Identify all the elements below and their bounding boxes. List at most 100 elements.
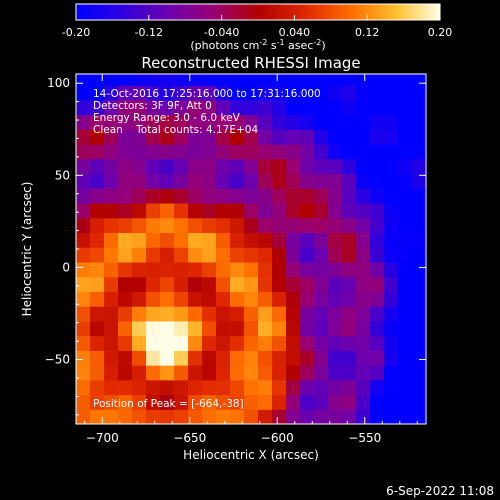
heatmap-cell (412, 144, 426, 160)
heatmap-cell (398, 74, 413, 86)
heatmap-cell (146, 261, 161, 278)
heatmap-cell (398, 350, 413, 366)
heatmap-cell (188, 74, 203, 86)
heatmap-cell (118, 291, 133, 307)
heatmap-cell (258, 350, 273, 366)
heatmap-cell (398, 99, 413, 116)
heatmap-cell (160, 232, 175, 248)
heatmap-cell (118, 247, 133, 263)
heatmap-cell (160, 85, 175, 101)
heatmap-cell (370, 306, 385, 322)
heatmap-cell (412, 99, 426, 116)
heatmap-cell (160, 173, 175, 189)
heatmap-cell (244, 306, 259, 322)
heatmap-cell (132, 114, 147, 130)
heatmap-cell (398, 409, 413, 424)
heatmap-cell (76, 114, 91, 130)
heatmap-cell (160, 74, 175, 86)
heatmap-cell (412, 261, 426, 278)
heatmap-cell (90, 379, 105, 396)
heatmap-cell (272, 114, 287, 130)
heatmap-cell (300, 261, 315, 278)
heatmap-cell (174, 409, 189, 424)
heatmap-cell (216, 158, 231, 175)
heatmap-cell (90, 173, 105, 189)
heatmap-cell (76, 379, 91, 396)
heatmap-cell (384, 379, 399, 396)
heatmap-cell (314, 188, 329, 204)
heatmap-cell (314, 365, 329, 381)
heatmap-cell (258, 232, 273, 248)
heatmap-cell (272, 379, 287, 396)
heatmap-cell (384, 365, 399, 381)
heatmap-cell (328, 114, 343, 130)
heatmap-cell (342, 365, 357, 381)
colorbar-tick-label: -0.040 (204, 26, 239, 39)
heatmap-cell (412, 217, 426, 234)
y-tick-label: 0 (62, 260, 70, 274)
heatmap-cell (342, 320, 357, 337)
heatmap-cell (356, 247, 371, 263)
heatmap-cell (286, 144, 301, 160)
heatmap-cell (272, 202, 287, 219)
heatmap-cell (146, 365, 161, 381)
heatmap-cell (174, 158, 189, 175)
heatmap-cell (314, 379, 329, 396)
heatmap-cell (398, 320, 413, 337)
heatmap-cell (90, 144, 105, 160)
heatmap-cell (118, 217, 133, 234)
heatmap-cell (356, 291, 371, 307)
heatmap-cell (258, 114, 273, 130)
heatmap-cell (356, 409, 371, 424)
heatmap-cell (104, 188, 119, 204)
heatmap-cell (160, 394, 175, 410)
heatmap-cell (412, 247, 426, 263)
heatmap-cell (230, 320, 245, 337)
footer-date: 6-Sep-2022 11:08 (386, 484, 494, 498)
heatmap-cell (286, 276, 301, 292)
heatmap-cell (342, 85, 357, 101)
heatmap-cell (132, 202, 147, 219)
heatmap-cell (328, 74, 343, 86)
heatmap-cell (272, 188, 287, 204)
heatmap-cell (258, 379, 273, 396)
heatmap-cell (104, 99, 119, 116)
heatmap-cell (160, 335, 175, 351)
heatmap-cell (258, 188, 273, 204)
heatmap-cell (230, 173, 245, 189)
heatmap-cell (258, 173, 273, 189)
heatmap-cell (202, 409, 217, 424)
heatmap-cell (90, 114, 105, 130)
heatmap-cell (314, 202, 329, 219)
heatmap-cell (146, 114, 161, 130)
heatmap-cell (230, 261, 245, 278)
heatmap-cell (412, 350, 426, 366)
heatmap-cell (384, 335, 399, 351)
heatmap-cell (286, 291, 301, 307)
heatmap-cell (90, 247, 105, 263)
heatmap-cell (300, 173, 315, 189)
heatmap-cell (146, 335, 161, 351)
heatmap-cell (244, 217, 259, 234)
heatmap-cell (244, 158, 259, 175)
heatmap-cell (412, 232, 426, 248)
heatmap-cell (174, 188, 189, 204)
heatmap-cell (300, 158, 315, 175)
heatmap-cell (132, 85, 147, 101)
heatmap-cell (342, 188, 357, 204)
heatmap-cell (286, 232, 301, 248)
heatmap-cell (412, 306, 426, 322)
heatmap-cell (174, 114, 189, 130)
heatmap-cell (132, 276, 147, 292)
heatmap-cell (216, 335, 231, 351)
heatmap-cell (188, 276, 203, 292)
heatmap-cell (258, 291, 273, 307)
heatmap-cell (384, 74, 399, 86)
heatmap-cell (412, 291, 426, 307)
heatmap-cell (314, 232, 329, 248)
heatmap-cell (384, 188, 399, 204)
heatmap-cell (118, 202, 133, 219)
heatmap-cell (328, 379, 343, 396)
heatmap-cell (398, 394, 413, 410)
heatmap-cell (314, 129, 329, 145)
